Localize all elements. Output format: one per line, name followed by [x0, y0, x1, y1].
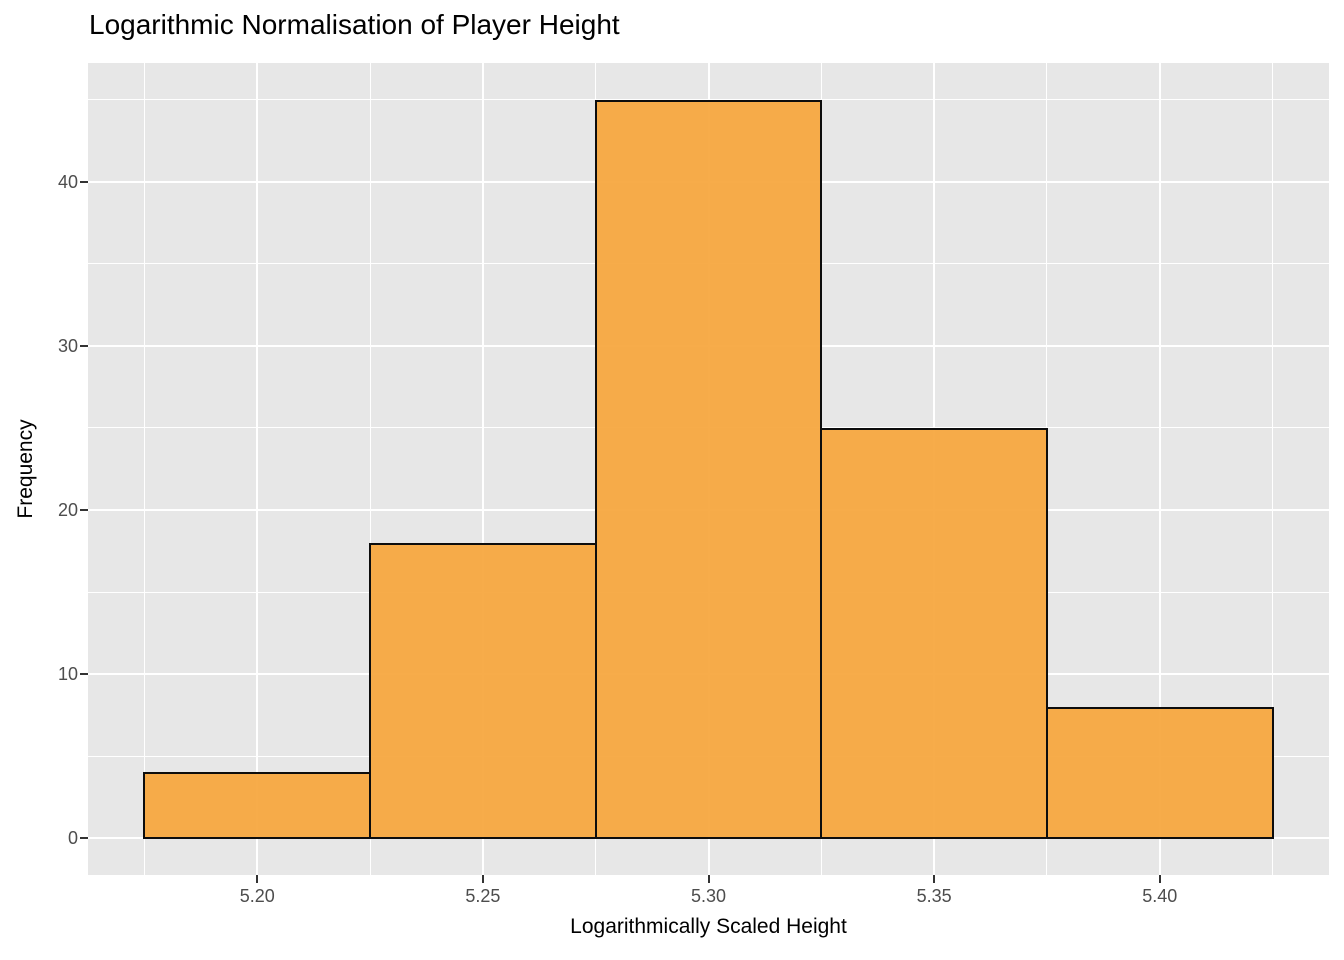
y-axis-tick-label: 0	[67, 828, 78, 849]
x-major-gridline	[481, 63, 484, 875]
y-axis-tick-label: 30	[57, 335, 78, 356]
x-tick-mark	[481, 875, 484, 883]
histogram-bar	[143, 772, 371, 839]
x-tick-mark	[1158, 875, 1161, 883]
y-tick-mark	[80, 673, 88, 676]
y-axis-tick-label: 10	[57, 664, 78, 685]
histogram-bar	[820, 428, 1048, 839]
y-tick-mark	[80, 509, 88, 511]
x-axis-tick-label: 5.20	[239, 886, 275, 906]
y-tick-mark	[80, 837, 88, 840]
x-tick-mark	[933, 875, 936, 883]
x-tick-mark	[256, 875, 259, 883]
x-tick-mark	[707, 875, 710, 883]
x-axis-tick-label: 5.30	[690, 886, 727, 906]
y-axis-tick-label: 40	[57, 171, 78, 192]
x-axis-tick-label: 5.40	[1142, 886, 1178, 906]
y-tick-mark	[80, 344, 88, 347]
x-minor-gridline	[143, 63, 145, 875]
x-axis-tick-label: 5.25	[465, 886, 501, 906]
histogram-bar	[595, 100, 822, 839]
x-minor-gridline	[369, 63, 371, 875]
y-axis-tick-label: 20	[57, 500, 78, 520]
x-axis-tick-label: 5.35	[916, 886, 952, 906]
y-tick-mark	[80, 180, 88, 183]
x-minor-gridline	[1272, 63, 1274, 875]
x-major-gridline	[256, 63, 259, 875]
x-major-gridline	[1158, 63, 1161, 875]
chart-title: Logarithmic Normalisation of Player Heig…	[89, 9, 620, 40]
plot-panel	[88, 63, 1329, 875]
histogram-bar	[1046, 707, 1274, 839]
x-axis-title: Logarithmically Scaled Height	[570, 915, 847, 938]
histogram-bar	[369, 543, 597, 839]
